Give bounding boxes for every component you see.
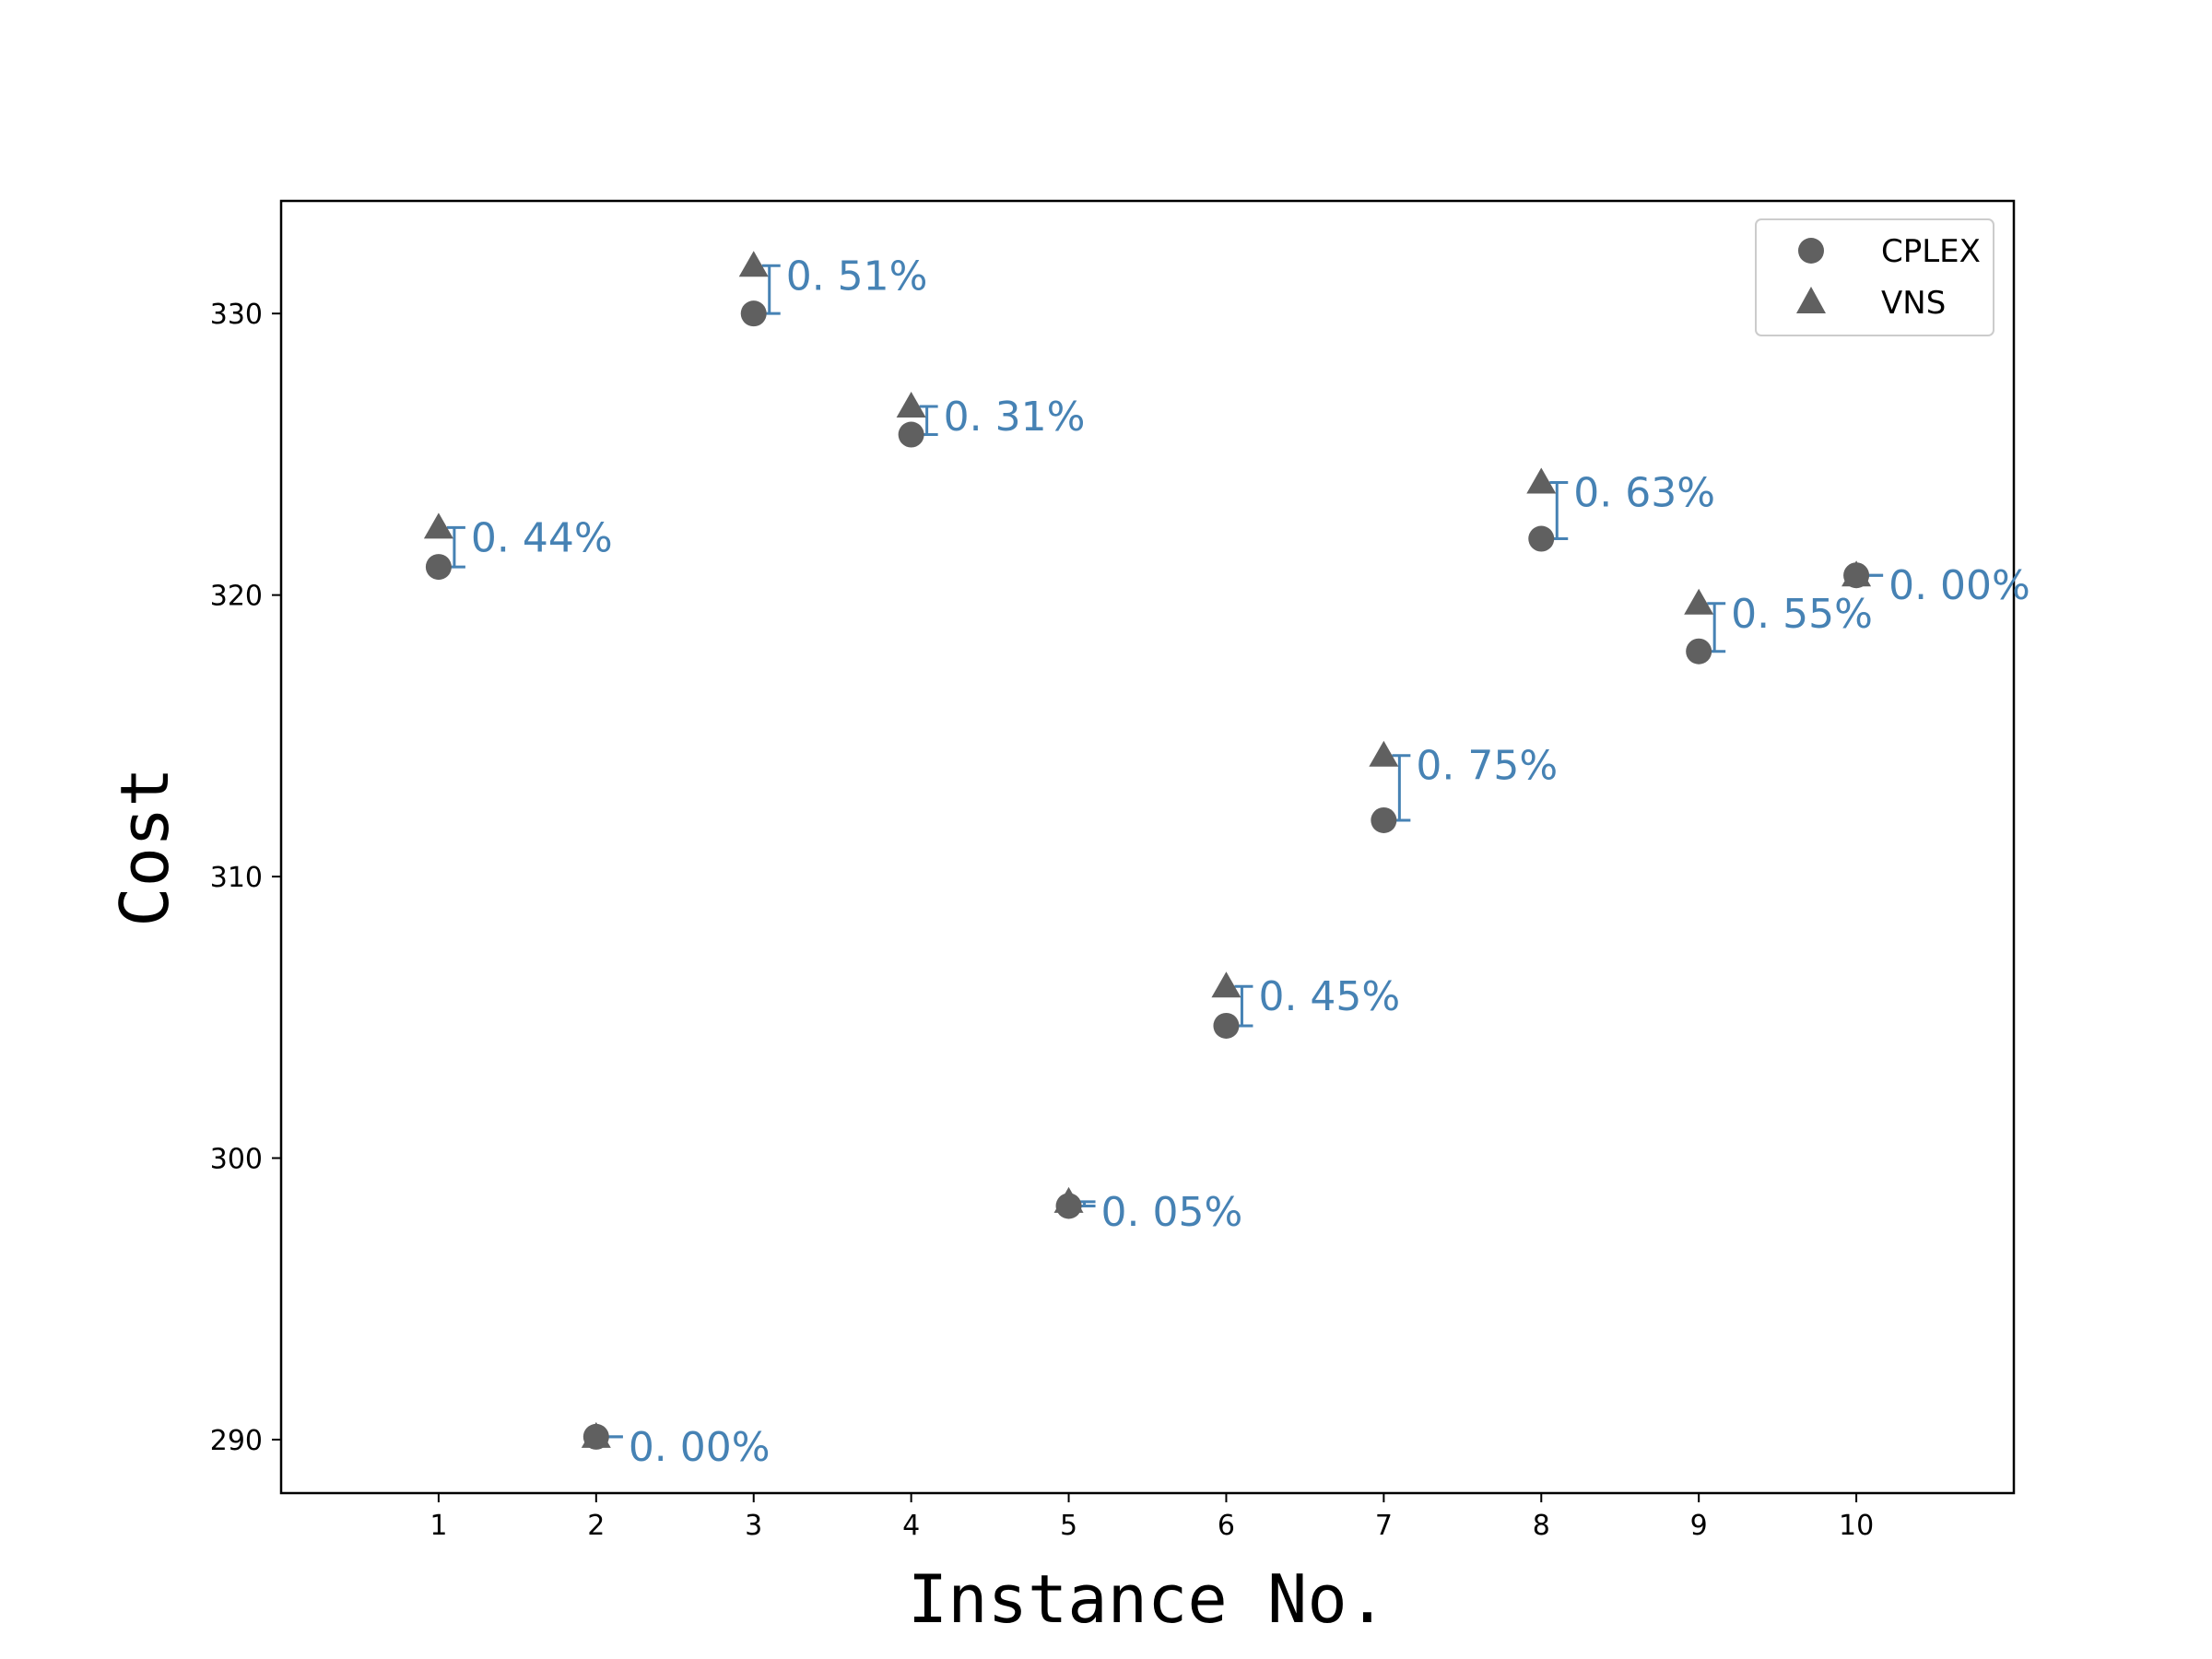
gap-label: 0. 63% <box>1573 469 1715 516</box>
x-tick-label: 8 <box>1533 1510 1550 1542</box>
y-tick-label: 300 <box>210 1144 263 1176</box>
vns-point <box>1841 560 1872 587</box>
legend-marker-cplex <box>1798 238 1824 264</box>
vns-point <box>1369 740 1399 767</box>
legend-marker-vns <box>1796 287 1826 313</box>
y-axis-title: Cost <box>106 767 183 926</box>
vns-point <box>1684 588 1714 615</box>
legend-label-cplex: CPLEX <box>1881 233 1981 270</box>
gap-label: 0. 51% <box>786 253 928 300</box>
vns-point <box>738 251 769 277</box>
legend-label-vns: VNS <box>1881 285 1946 322</box>
cplex-point <box>1213 1012 1240 1039</box>
x-tick-label: 1 <box>429 1510 447 1542</box>
gap-label: 0. 05% <box>1101 1189 1243 1236</box>
x-tick-label: 7 <box>1375 1510 1393 1542</box>
gap-label: 0. 00% <box>629 1424 771 1471</box>
y-tick-label: 330 <box>210 299 263 331</box>
gap-label: 0. 44% <box>471 514 613 561</box>
gap-annotations: 0. 44% 0. 00% 0. 51% 0. 31% 0. 05% 0. 45% 0. 7… <box>446 253 2030 1471</box>
ticks: 1 2 3 4 5 6 7 8 9 10 290 300 310 320 330 <box>210 299 1874 1542</box>
x-tick-label: 6 <box>1218 1510 1235 1542</box>
vns-point <box>1211 971 1241 998</box>
gap-label: 0. 31% <box>944 394 1086 441</box>
gap-label: 0. 75% <box>1416 743 1558 790</box>
vns-point <box>423 512 453 539</box>
cplex-point <box>1371 806 1397 833</box>
plot-area <box>279 199 2016 1495</box>
vns-point <box>1053 1186 1084 1213</box>
x-axis-title: Instance No. <box>908 1560 1387 1638</box>
x-tick-label: 9 <box>1690 1510 1708 1542</box>
cplex-point <box>740 300 767 327</box>
x-tick-label: 5 <box>1060 1510 1077 1542</box>
vns-point <box>1526 467 1557 494</box>
vns-point <box>581 1421 611 1448</box>
y-tick-label: 290 <box>210 1425 263 1457</box>
cplex-point <box>425 554 452 581</box>
cplex-point <box>1528 525 1555 552</box>
gap-label: 0. 00% <box>1888 562 2030 609</box>
x-tick-label: 3 <box>745 1510 762 1542</box>
cplex-point <box>1686 638 1712 665</box>
y-tick-label: 310 <box>210 862 263 894</box>
y-tick-label: 320 <box>210 581 263 613</box>
gap-label: 0. 55% <box>1731 591 1873 638</box>
x-tick-label: 4 <box>902 1510 920 1542</box>
data-points <box>423 251 1872 1450</box>
gap-label: 0. 45% <box>1258 973 1400 1020</box>
cplex-point <box>898 421 924 448</box>
legend: CPLEX VNS <box>1755 218 1994 336</box>
x-tick-label: 2 <box>587 1510 605 1542</box>
x-tick-label: 10 <box>1839 1510 1874 1542</box>
vns-point <box>896 391 926 418</box>
